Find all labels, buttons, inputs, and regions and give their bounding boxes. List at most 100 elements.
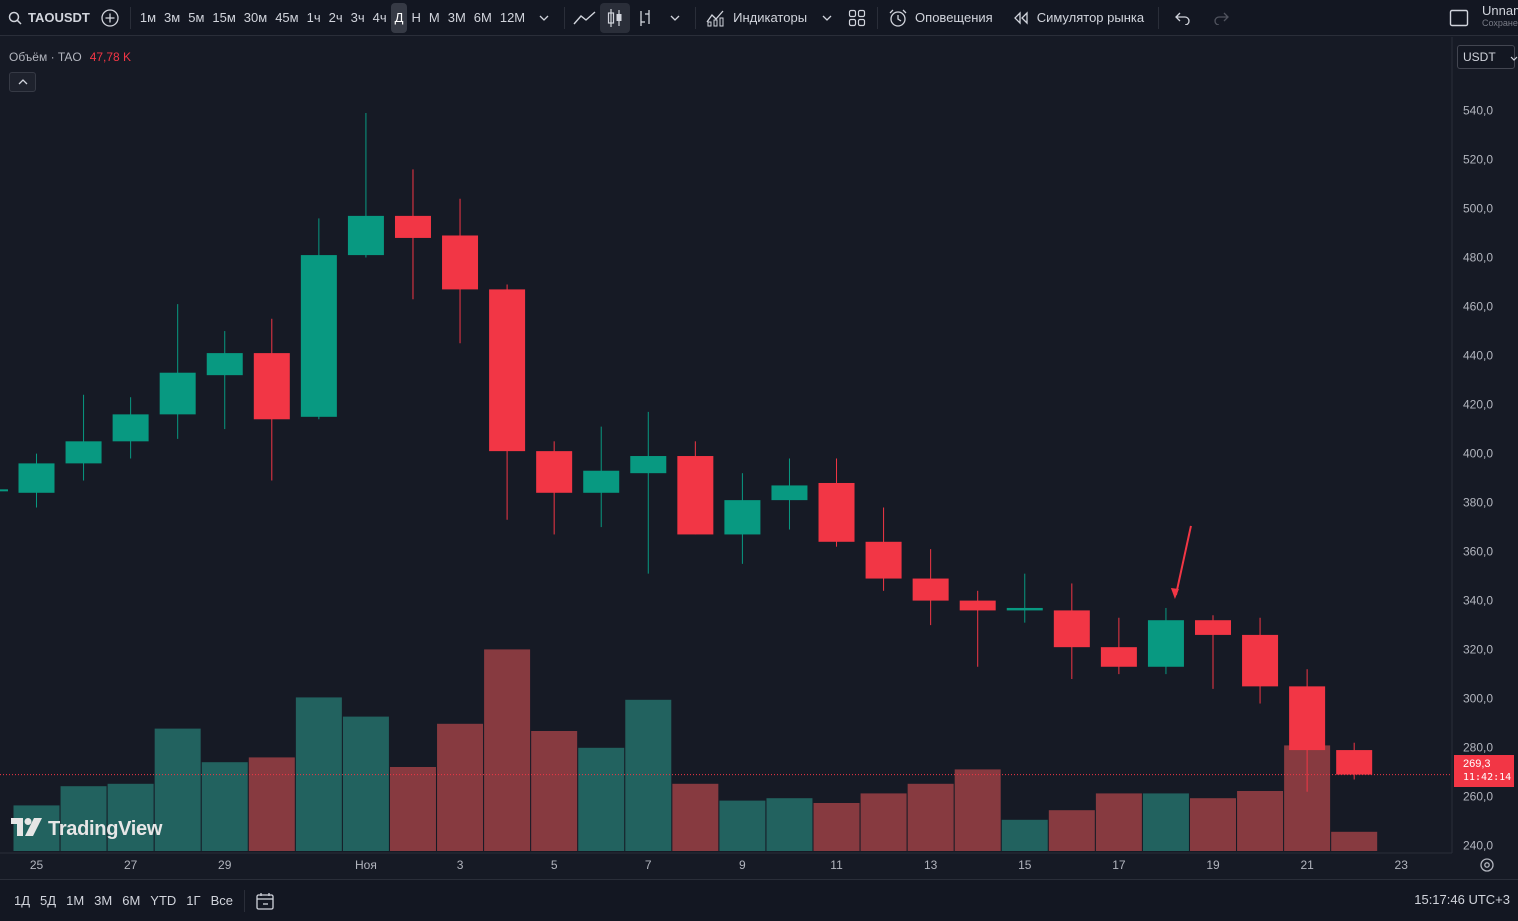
currency-select[interactable]: USDT <box>1457 45 1518 69</box>
symbol-search-button[interactable]: TAOUSDT <box>0 3 95 33</box>
layout-name-button[interactable]: Unnamed Сохранено <box>1482 3 1518 28</box>
interval-button[interactable]: 1м <box>139 10 157 25</box>
interval-button[interactable]: 1ч <box>306 10 321 25</box>
time-axis-background <box>0 853 1518 879</box>
volume-bar <box>484 649 531 851</box>
candle-body <box>677 456 714 535</box>
candle-body <box>442 235 479 290</box>
chart-settings-button[interactable] <box>1479 857 1495 878</box>
interval-button[interactable]: 2ч <box>328 10 343 25</box>
symbol-name: TAOUSDT <box>28 10 90 25</box>
price-tick-label: 340,0 <box>1463 594 1493 608</box>
date-range-button[interactable]: 6М <box>122 893 141 908</box>
chevron-down-icon <box>670 15 680 21</box>
interval-button[interactable]: 3ч <box>350 10 365 25</box>
toolbar-divider <box>1158 6 1160 29</box>
tradingview-wordmark: TradingView <box>48 818 163 840</box>
redo-icon <box>1213 11 1230 25</box>
currency-value: USDT <box>1463 50 1496 64</box>
candle <box>677 441 714 535</box>
alerts-button[interactable]: Оповещения <box>883 3 998 33</box>
goto-date-button[interactable] <box>250 886 280 916</box>
interval-button[interactable]: 6М <box>473 10 492 25</box>
alerts-label: Оповещения <box>915 10 993 25</box>
bars-chart-type-button[interactable] <box>630 3 660 33</box>
date-range-button[interactable]: 5Д <box>40 893 57 908</box>
interval-button[interactable]: М <box>428 10 440 25</box>
interval-button[interactable]: 12М <box>499 10 526 25</box>
time-tick-label: 29 <box>218 858 232 872</box>
collapse-legend-button[interactable] <box>9 72 36 92</box>
indicators-label: Индикаторы <box>733 10 808 25</box>
price-tick-label: 300,0 <box>1463 692 1493 706</box>
interval-button[interactable]: Н <box>411 10 421 25</box>
time-tick-label: 13 <box>924 858 938 872</box>
chevron-down-icon <box>539 15 549 21</box>
date-range-button[interactable]: 1М <box>66 893 85 908</box>
redo-button[interactable] <box>1206 3 1236 33</box>
date-range-list: 1Д 5Д 1М 3М 6М YTD 1Г Все <box>0 893 238 908</box>
candle <box>1336 742 1373 780</box>
line-chart-type-button[interactable] <box>570 3 600 33</box>
candle <box>1100 617 1137 675</box>
interval-button[interactable]: 45м <box>275 10 299 25</box>
interval-button[interactable]: 15м <box>212 10 236 25</box>
time-tick-label: 9 <box>739 858 746 872</box>
layout-templates-button[interactable] <box>842 3 872 33</box>
indicators-button[interactable]: Индикаторы <box>701 3 812 33</box>
price-tick-label: 280,0 <box>1463 741 1493 755</box>
candle <box>300 218 337 420</box>
date-range-button[interactable]: 3М <box>94 893 113 908</box>
volume-legend-value: 47,78 K <box>89 50 132 64</box>
volume-bar <box>719 800 766 851</box>
fullscreen-button[interactable] <box>1444 3 1474 33</box>
time-axis: 25 27 29 Ноя 3 5 7 9 11 13 15 17 19 21 23 <box>0 852 1518 879</box>
interval-button[interactable]: 3м <box>164 10 181 25</box>
interval-button[interactable]: 3М <box>447 10 466 25</box>
candle <box>347 112 384 258</box>
candle-body <box>159 372 196 415</box>
candle-body <box>536 451 573 493</box>
volume-bar <box>201 762 248 851</box>
interval-button[interactable]: 4ч <box>372 10 387 25</box>
candle <box>1242 617 1279 704</box>
candle <box>159 304 196 439</box>
candle-body <box>300 255 337 417</box>
toolbar-divider <box>129 6 131 29</box>
drawing-arrow <box>1170 525 1192 599</box>
price-tick-label: 260,0 <box>1463 790 1493 804</box>
candle-body <box>112 414 149 442</box>
date-range-button[interactable]: Все <box>210 893 233 908</box>
interval-button[interactable]: 5м <box>188 10 205 25</box>
calendar-icon <box>255 892 275 910</box>
arrow-line <box>1174 525 1192 596</box>
candlestick-icon <box>606 8 624 28</box>
indicators-dropdown-button[interactable] <box>812 3 842 33</box>
volume-bar <box>1237 791 1284 851</box>
toolbar-divider <box>695 6 697 29</box>
candle-body <box>724 500 761 535</box>
time-tick-label: 27 <box>124 858 138 872</box>
tradingview-watermark: TradingView <box>11 818 162 841</box>
chart-area[interactable]: 560,0540,0520,0500,0480,0460,0440,0420,0… <box>0 37 1518 879</box>
utc-clock[interactable]: 15:17:46 UTC+3 <box>1414 892 1510 907</box>
candle <box>771 458 808 530</box>
interval-dropdown-button[interactable] <box>529 3 559 33</box>
volume-bar <box>578 747 625 851</box>
volume-legend[interactable]: Объём · TAO 47,78 K <box>9 50 131 64</box>
chart-canvas[interactable]: 560,0540,0520,0500,0480,0460,0440,0420,0… <box>0 37 1518 879</box>
interval-button[interactable]: Д <box>390 2 408 33</box>
compare-symbol-button[interactable] <box>95 3 125 33</box>
gear-icon <box>1479 858 1495 877</box>
candles-chart-type-button[interactable] <box>600 2 631 33</box>
chart-type-dropdown-button[interactable] <box>660 3 690 33</box>
date-range-button[interactable]: 1Г <box>186 893 201 908</box>
undo-button[interactable] <box>1168 3 1198 33</box>
time-tick-label: 7 <box>645 858 652 872</box>
date-range-button[interactable]: YTD <box>150 893 177 908</box>
search-icon <box>8 11 28 25</box>
replay-button[interactable]: Симулятор рынка <box>1008 3 1149 33</box>
interval-button[interactable]: 30м <box>243 10 268 25</box>
date-range-button[interactable]: 1Д <box>14 893 31 908</box>
toolbar-divider <box>243 889 245 912</box>
